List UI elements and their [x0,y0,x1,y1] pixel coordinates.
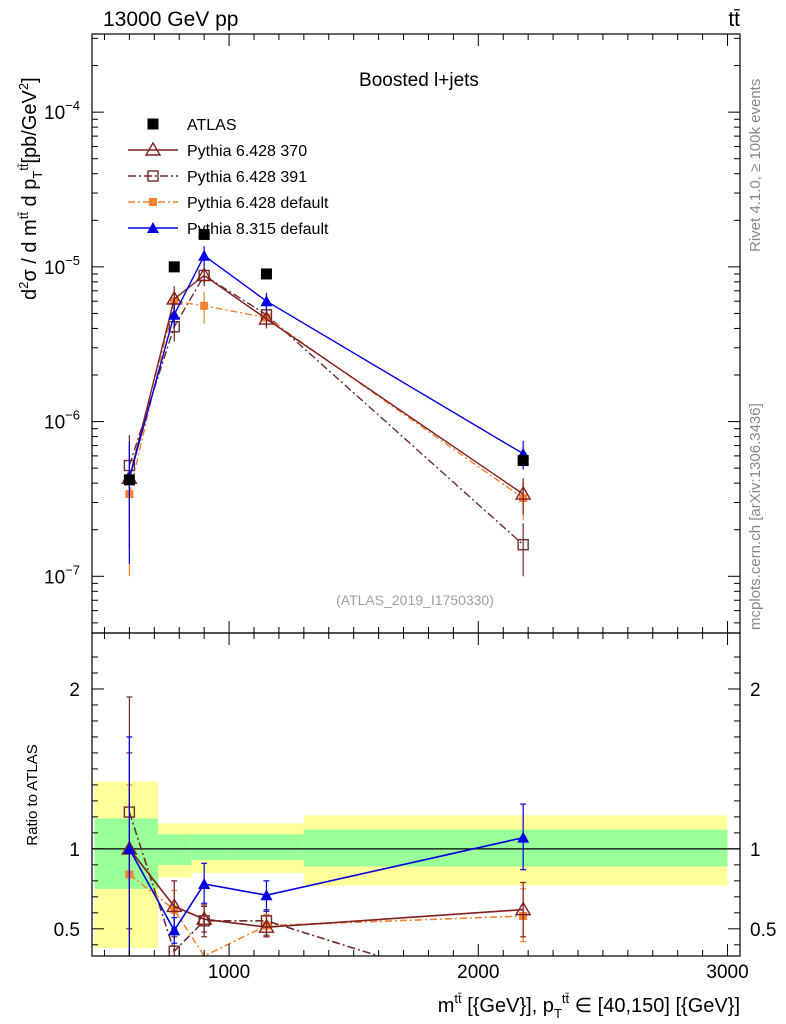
main-data-layer [121,228,532,577]
ratio-point-p370 [258,918,275,933]
series-line-p391 [128,274,524,546]
ratio-point-p8 [517,831,530,843]
x-tick-label: 2000 [457,962,499,983]
y-tick-label: 10−5 [44,253,80,279]
y-tick-label: 10−7 [44,562,80,588]
legend-marker-p6def [149,198,157,206]
legend-label-p8: Pythia 8.315 default [187,221,329,238]
legend: ATLAS Pythia 6.428 370 Pythia 6.428 391 Pyt… [128,117,329,238]
data-point-p370 [514,485,532,500]
data-point-p391 [517,539,529,551]
legend-marker-p8 [147,222,159,233]
x-tick-label: 3000 [706,962,748,983]
main-ylabel: d2σ / d mtt̄ d pTtt̄[pb/GeV2] [16,77,45,300]
ratio-y-tick-label-right: 0.5 [750,920,776,941]
data-point-atlas [168,261,180,273]
ratio-data-layer [121,696,532,956]
series-line-p370 [128,274,524,495]
ratio-y-tick-label-right: 2 [750,680,761,701]
header-right: tt̄ [728,8,740,31]
uncertainty-band-inner [303,829,728,867]
ratio-frame [91,632,741,957]
ratio-clipped [121,696,532,956]
legend-marker-atlas [147,118,159,130]
legend-label-atlas: ATLAS [187,117,237,134]
ratio-y-tick-label-left: 0.5 [54,920,80,941]
rivet-label: Rivet 4.1.0, ≥ 100k events [747,79,764,252]
ratio-point-p8 [168,924,181,936]
chart-title: Boosted l+jets [359,70,479,91]
ratio-line-p6def [128,873,524,956]
data-point-p370 [166,290,183,305]
header-left: 13000 GeV pp [103,8,238,31]
data-point-p6def [200,301,209,310]
data-point-atlas [198,228,210,240]
data-point-p370 [195,267,213,282]
ratio-point-p370 [166,898,183,913]
main-clipped [121,228,532,577]
ratio-point-p370 [195,910,213,925]
legend-label-p6def: Pythia 6.428 default [187,195,329,212]
legend-marker-p370 [144,141,162,156]
uncertainty-band-inner [191,834,230,861]
legend-marker-p391 [147,170,159,182]
series-line-p8 [128,254,524,479]
data-point-atlas [123,474,135,486]
xlabel: mtt̄ [{GeV}], pTtt̄ ∈ [40,150] [{GeV}] [438,991,740,1021]
ratio-ylabel: Ratio to ATLAS [24,744,41,845]
ratio-y-tick-label-left: 1 [69,840,80,861]
ratio-y-tick-label-left: 2 [69,680,80,701]
main-ticks: 10−7 10−6 10−5 10−4 [44,34,740,633]
analysis-watermark: (ATLAS_2019_I1750330) [336,592,494,608]
ratio-point-p370 [514,901,532,916]
data-point-atlas [517,455,529,467]
x-tick-label: 1000 [208,962,250,983]
ratio-ticks: 0.5 0.5 1 1 2 2 1000 2000 3000 [54,633,776,983]
y-tick-label: 10−4 [44,98,80,124]
legend-label-p370: Pythia 6.428 370 [187,143,307,160]
mcplots-label: mcplots.cern.ch [arXiv:1306.3436] [747,403,764,630]
series-line-p6def [128,300,524,499]
ratio-panel: 0.5 0.5 1 1 2 2 1000 2000 3000 Ratio to ATLAS mt… [24,632,776,1021]
ratio-y-tick-label-right: 1 [750,840,761,861]
data-point-p8 [198,249,211,261]
uncertainty-band-inner [229,834,304,861]
main-panel: 10−7 10−6 10−5 10−4 Boosted l+jets (ATLAS_2… [16,33,741,634]
data-point-p8 [168,308,181,320]
ratio-point-p8 [198,878,211,890]
data-point-p370 [258,310,275,325]
y-tick-label: 10−6 [44,408,80,434]
legend-label-p391: Pythia 6.428 391 [187,169,307,186]
ratio-point-p8 [123,842,136,854]
ratio-bands [92,781,740,949]
uncertainty-band-inner [158,834,192,865]
data-point-p8 [260,295,273,307]
ratio-point-p8 [260,889,273,901]
data-point-atlas [260,268,272,280]
